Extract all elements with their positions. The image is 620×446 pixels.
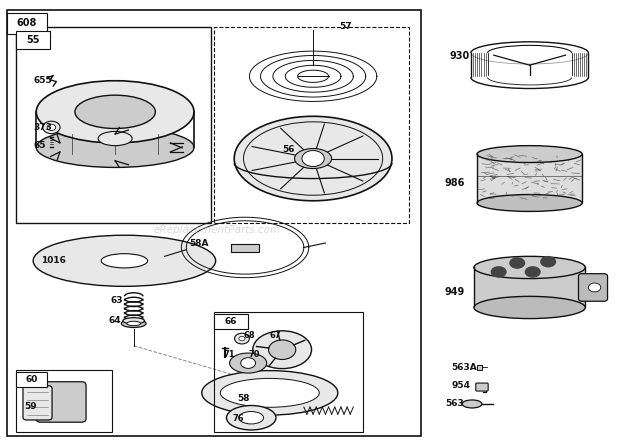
Text: 68: 68: [244, 330, 255, 339]
Ellipse shape: [477, 146, 582, 162]
Text: 66: 66: [225, 317, 237, 326]
Ellipse shape: [98, 132, 132, 146]
Circle shape: [268, 340, 296, 359]
Ellipse shape: [33, 235, 216, 286]
Text: 63: 63: [111, 296, 123, 306]
Text: 65: 65: [33, 140, 46, 150]
Circle shape: [47, 124, 56, 131]
Ellipse shape: [477, 194, 582, 211]
Circle shape: [234, 333, 249, 344]
Text: 76: 76: [232, 414, 244, 423]
Text: 60: 60: [25, 375, 38, 384]
Bar: [477, 154, 582, 203]
Ellipse shape: [294, 149, 332, 169]
Bar: [214, 314, 248, 329]
Ellipse shape: [474, 296, 585, 318]
Text: 949: 949: [445, 287, 465, 297]
Text: 954: 954: [451, 381, 470, 390]
Circle shape: [490, 266, 507, 278]
Ellipse shape: [462, 400, 482, 408]
FancyBboxPatch shape: [578, 274, 608, 301]
Ellipse shape: [127, 321, 141, 326]
Text: 1016: 1016: [41, 256, 66, 265]
Ellipse shape: [202, 371, 338, 415]
Circle shape: [241, 358, 255, 368]
Ellipse shape: [36, 128, 194, 167]
Bar: [16, 372, 47, 387]
Circle shape: [43, 121, 60, 134]
Bar: [214, 312, 363, 432]
Text: 58: 58: [237, 394, 249, 403]
Ellipse shape: [226, 405, 276, 430]
Text: 563A: 563A: [451, 363, 477, 372]
Circle shape: [302, 151, 324, 166]
Circle shape: [540, 256, 556, 268]
Bar: [16, 31, 50, 49]
Ellipse shape: [220, 378, 319, 407]
Bar: [214, 27, 409, 223]
Circle shape: [525, 266, 541, 278]
Ellipse shape: [229, 353, 267, 373]
Text: 930: 930: [449, 51, 469, 61]
Ellipse shape: [474, 256, 585, 279]
Text: 71: 71: [223, 350, 235, 359]
Text: 55: 55: [27, 35, 40, 45]
Bar: [474, 268, 585, 307]
Bar: [7, 9, 422, 437]
Text: 67: 67: [270, 330, 281, 339]
Bar: [477, 365, 482, 370]
Ellipse shape: [123, 318, 144, 324]
Text: 563: 563: [445, 399, 464, 408]
Circle shape: [588, 283, 601, 292]
Text: 70: 70: [248, 350, 260, 359]
Circle shape: [239, 336, 245, 341]
Text: 608: 608: [17, 18, 37, 29]
Ellipse shape: [36, 81, 194, 143]
FancyBboxPatch shape: [23, 386, 52, 420]
Ellipse shape: [101, 254, 148, 268]
Bar: [7, 12, 47, 34]
Circle shape: [509, 257, 525, 269]
FancyBboxPatch shape: [36, 382, 86, 422]
Ellipse shape: [122, 319, 146, 327]
Text: 59: 59: [24, 402, 37, 411]
Text: 986: 986: [445, 178, 465, 188]
Bar: [16, 370, 112, 432]
Ellipse shape: [234, 116, 392, 201]
Text: 655: 655: [33, 76, 52, 85]
Text: 57: 57: [339, 21, 352, 30]
Text: 373: 373: [33, 123, 52, 132]
Text: 64: 64: [109, 316, 122, 325]
Ellipse shape: [75, 95, 156, 128]
Bar: [16, 27, 211, 223]
FancyBboxPatch shape: [476, 383, 488, 391]
Text: 56: 56: [282, 145, 294, 154]
Bar: [231, 244, 259, 252]
Text: eReplacementParts.com: eReplacementParts.com: [154, 225, 281, 235]
Ellipse shape: [239, 412, 264, 424]
Ellipse shape: [253, 331, 311, 368]
Text: 58A: 58A: [189, 239, 209, 248]
